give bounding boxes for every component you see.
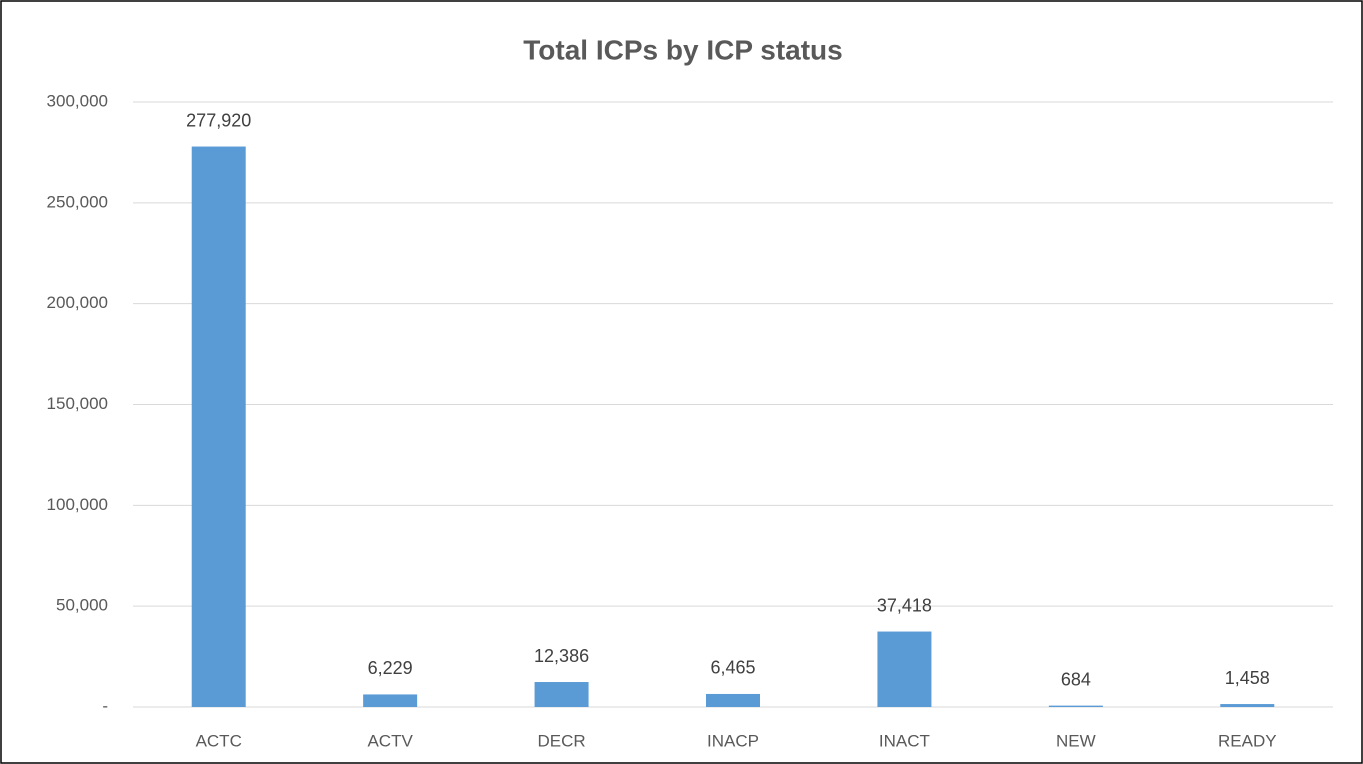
x-tick-label: INACP — [707, 731, 759, 750]
value-label: 684 — [1061, 669, 1091, 689]
y-tick-label: - — [102, 696, 108, 715]
value-label: 6,465 — [710, 658, 755, 678]
x-tick-label: ACTC — [196, 731, 242, 750]
y-tick-label: 150,000 — [47, 394, 108, 413]
bar — [706, 693, 760, 707]
y-tick-label: 50,000 — [56, 596, 108, 615]
y-tick-label: 200,000 — [47, 293, 108, 312]
x-tick-label: ACTV — [367, 731, 413, 750]
bar — [191, 146, 246, 707]
chart-title: Total ICPs by ICP status — [523, 34, 842, 65]
x-tick-label: NEW — [1056, 731, 1096, 750]
value-label: 277,920 — [186, 110, 251, 130]
x-tick-label: READY — [1218, 731, 1277, 750]
x-tick-label: DECR — [537, 731, 585, 750]
x-tick-label: INACT — [879, 731, 930, 750]
bar — [1048, 705, 1103, 707]
bar — [363, 694, 418, 707]
value-label: 6,229 — [368, 658, 413, 678]
bar — [1220, 704, 1275, 707]
value-label: 12,386 — [534, 646, 589, 666]
value-label: 1,458 — [1225, 668, 1270, 688]
y-tick-label: 100,000 — [47, 495, 108, 514]
y-tick-label: 250,000 — [47, 192, 108, 211]
y-tick-label: 300,000 — [47, 91, 108, 110]
value-label: 37,418 — [877, 595, 932, 615]
bar — [534, 682, 589, 707]
bar — [877, 631, 932, 707]
